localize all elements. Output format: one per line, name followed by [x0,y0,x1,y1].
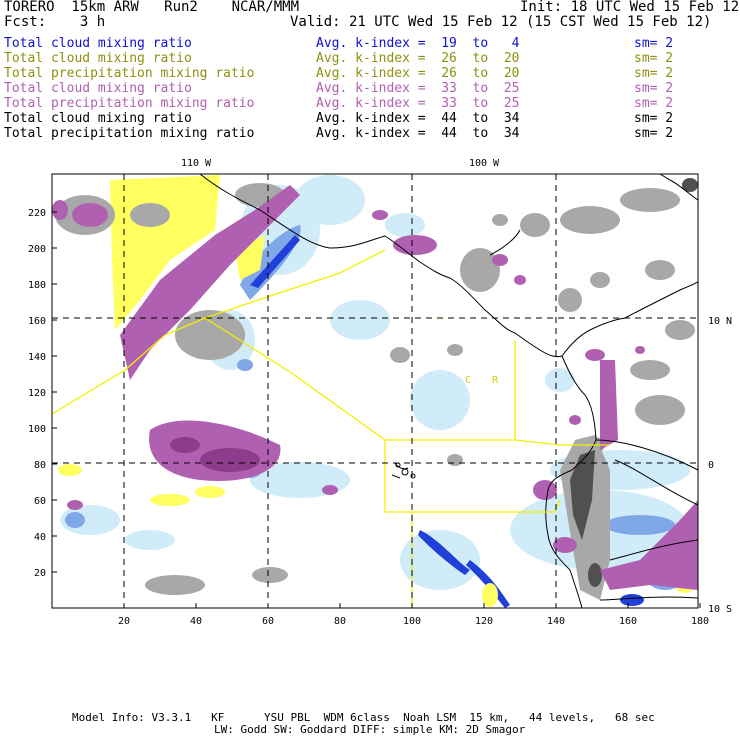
x-tick-label: 160 [619,616,637,627]
latitude-labels: 10 N 0 10 S [708,316,732,615]
legend-sm: sm= 2 [634,66,674,81]
x-tick-label: 20 [118,616,130,627]
y-tick-label: 60 [34,496,46,507]
y-tick-label: 80 [34,460,46,471]
dark-blue-cloud-field [250,235,644,608]
y-tick-label: 20 [34,568,46,579]
legend-sm: sm= 2 [634,126,674,141]
y-tick-label: 140 [28,352,46,363]
latitude-label: 10 N [708,316,732,327]
legend-field: Total cloud mixing ratio [4,111,192,126]
x-tick-label: 140 [547,616,565,627]
region-label-r: R [492,375,499,386]
y-tick-label: 40 [34,532,46,543]
valid-time: Valid: 21 UTC Wed 15 Feb 12 (15 CST Wed … [290,14,712,30]
legend-kidx: Avg. k-index = 44 to 34 [316,126,520,141]
y-tick-label: 200 [28,244,46,255]
legend-sm: sm= 2 [634,111,674,126]
legend-kidx: Avg. k-index = 33 to 25 [316,96,520,111]
legend-field: Total cloud mixing ratio [4,51,192,66]
x-tick-label: 80 [334,616,346,627]
legend-field: Total precipitation mixing ratio [4,66,255,81]
physics-info-line: LW: Godd SW: Goddard DIFF: simple KM: 2D… [214,723,526,736]
legend-sm: sm= 2 [634,36,674,51]
legend-sm: sm= 2 [634,51,674,66]
legend-sm: sm= 2 [634,81,674,96]
legend-field: Total precipitation mixing ratio [4,96,255,111]
dark-purple-cloud-field [170,437,260,472]
region-marker: ' [435,317,441,328]
legend-kidx: Avg. k-index = 44 to 34 [316,111,520,126]
latitude-label: 0 [708,460,714,471]
x-tick-label: 40 [190,616,202,627]
init-time: Init: 18 UTC Wed 15 Feb 12 [520,0,740,15]
y-tick-label: 220 [28,208,46,219]
graticule [52,174,698,608]
legend-kidx: Avg. k-index = 19 to 4 [316,36,520,51]
longitude-label: 110 W [181,158,212,169]
map-frame [51,173,699,609]
latitude-label: 10 S [708,604,732,615]
legend-kidx: Avg. k-index = 33 to 25 [316,81,520,96]
y-axis-ticks: 20 40 60 80 100 120 140 160 180 200 220 [28,208,57,579]
legend-field: Total cloud mixing ratio [4,36,192,51]
y-tick-label: 120 [28,388,46,399]
legend-field: Total precipitation mixing ratio [4,126,255,141]
x-tick-label: 60 [262,616,274,627]
longitude-label: 100 W [469,158,500,169]
x-tick-label: 180 [691,616,709,627]
legend-kidx: Avg. k-index = 26 to 20 [316,51,520,66]
model-title: TORERO 15km ARW Run2 NCAR/MMM [4,0,300,15]
y-tick-label: 100 [28,424,46,435]
region-label-c: C [465,375,471,386]
legend-kidx: Avg. k-index = 26 to 20 [316,66,520,81]
x-tick-label: 120 [475,616,493,627]
forecast-hour: Fcst: 3 h [4,14,106,30]
model-info-line: Model Info: V3.3.1 KF YSU PBL WDM 6class… [72,711,655,724]
legend-sm: sm= 2 [634,96,674,111]
y-tick-label: 180 [28,280,46,291]
x-axis-ticks: 2040608010012014016018020022024026028030… [118,603,709,627]
x-tick-label: 100 [403,616,421,627]
legend-field: Total cloud mixing ratio [4,81,192,96]
y-tick-label: 160 [28,316,46,327]
